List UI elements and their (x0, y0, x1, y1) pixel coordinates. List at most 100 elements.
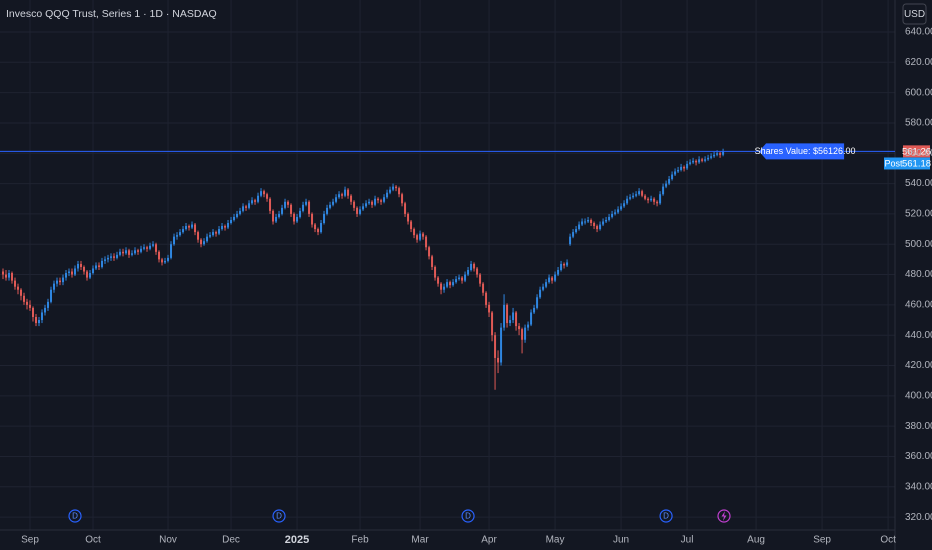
dividend-marker[interactable] (272, 509, 286, 523)
candle-body (458, 277, 461, 280)
candle-body (233, 216, 236, 220)
candle-body (176, 235, 179, 237)
candle-body (335, 197, 338, 202)
annotation-callout (759, 143, 845, 160)
candle-body (230, 219, 233, 224)
dividend-marker[interactable] (461, 509, 475, 523)
candle-body (362, 206, 365, 210)
candle-body (146, 247, 149, 249)
candle-body (281, 207, 284, 214)
candle-body (434, 266, 437, 278)
grid (0, 0, 895, 530)
candle-body (482, 283, 485, 293)
candle-body (488, 304, 491, 313)
y-tick-label: 320.00 (905, 512, 932, 523)
candle-body (179, 232, 182, 236)
candle-body (386, 192, 389, 198)
candle-body (209, 235, 212, 237)
candle-body (260, 191, 263, 196)
plot (2, 148, 725, 390)
candle-body (551, 277, 554, 281)
candle-body (443, 286, 446, 290)
candle-body (155, 244, 158, 252)
candle-body (371, 201, 374, 205)
candle-body (299, 210, 302, 217)
candle-body (632, 195, 635, 198)
candle-body (62, 277, 65, 283)
candle-body (527, 324, 530, 328)
candle-body (512, 312, 515, 321)
candle-body (710, 156, 713, 158)
y-tick-label: 440.00 (905, 330, 932, 341)
currency-button[interactable] (902, 3, 927, 25)
candle-body (182, 229, 185, 233)
candle-body (224, 226, 227, 228)
candle-body (419, 233, 422, 240)
candle-body (269, 198, 272, 211)
candle-body (452, 282, 455, 286)
candle-body (308, 201, 311, 214)
x-tick-label: Sep (813, 535, 831, 546)
candle-body (98, 265, 101, 267)
candle-body (398, 188, 401, 195)
candle-body (92, 268, 95, 274)
candle-body (53, 283, 56, 290)
candle-body (41, 312, 44, 321)
y-tick-label: 380.00 (905, 421, 932, 432)
candle-body (59, 280, 62, 283)
candle-body (254, 200, 257, 202)
candle-body (80, 263, 83, 267)
candle-body (395, 186, 398, 189)
candle-body (164, 260, 167, 263)
candle-body (89, 273, 92, 278)
candle-body (314, 224, 317, 230)
x-tick-label: Jul (681, 535, 694, 546)
dividend-marker[interactable] (659, 509, 673, 523)
candle-body (194, 224, 197, 233)
candle-body (68, 271, 71, 274)
dividend-marker[interactable] (68, 509, 82, 523)
y-tick-label: 600.00 (905, 87, 932, 98)
candle-body (539, 289, 542, 298)
candle-body (554, 274, 557, 281)
dividend-label: D (663, 512, 669, 521)
post-name-box (884, 157, 903, 170)
candle-body (440, 283, 443, 290)
candle-body (431, 256, 434, 267)
candle-body (491, 312, 494, 336)
candle-body (341, 194, 344, 196)
x-tick-label: May (546, 535, 565, 546)
alert-icon[interactable] (717, 509, 731, 523)
y-tick-label: 500.00 (905, 239, 932, 250)
candle-body (626, 198, 629, 204)
candle-body (17, 286, 20, 290)
candle-body (404, 203, 407, 214)
candle-body (659, 194, 662, 204)
candle-body (140, 248, 143, 252)
currency-label[interactable]: USD (904, 9, 925, 20)
candle-body (500, 327, 503, 363)
candle-body (572, 232, 575, 237)
candle-body (143, 247, 146, 249)
candle-body (212, 232, 215, 236)
candle-body (533, 307, 536, 313)
candle-body (338, 194, 341, 198)
candle-body (329, 204, 332, 208)
candle-body (578, 224, 581, 230)
candle-body (644, 195, 647, 199)
post-price-box (903, 157, 930, 170)
candle-body (107, 257, 110, 260)
candle-body (590, 219, 593, 224)
candle-body (611, 213, 614, 217)
candle-body (392, 186, 395, 190)
candle-body (86, 271, 89, 278)
candle-body (125, 250, 128, 254)
candle-body (608, 216, 611, 220)
candle-body (284, 201, 287, 208)
candle-body (11, 273, 14, 281)
candle-body (332, 201, 335, 205)
candle-body (698, 159, 701, 163)
candle-body (563, 263, 566, 266)
candle-body (77, 263, 80, 269)
y-tick-label: 480.00 (905, 269, 932, 280)
